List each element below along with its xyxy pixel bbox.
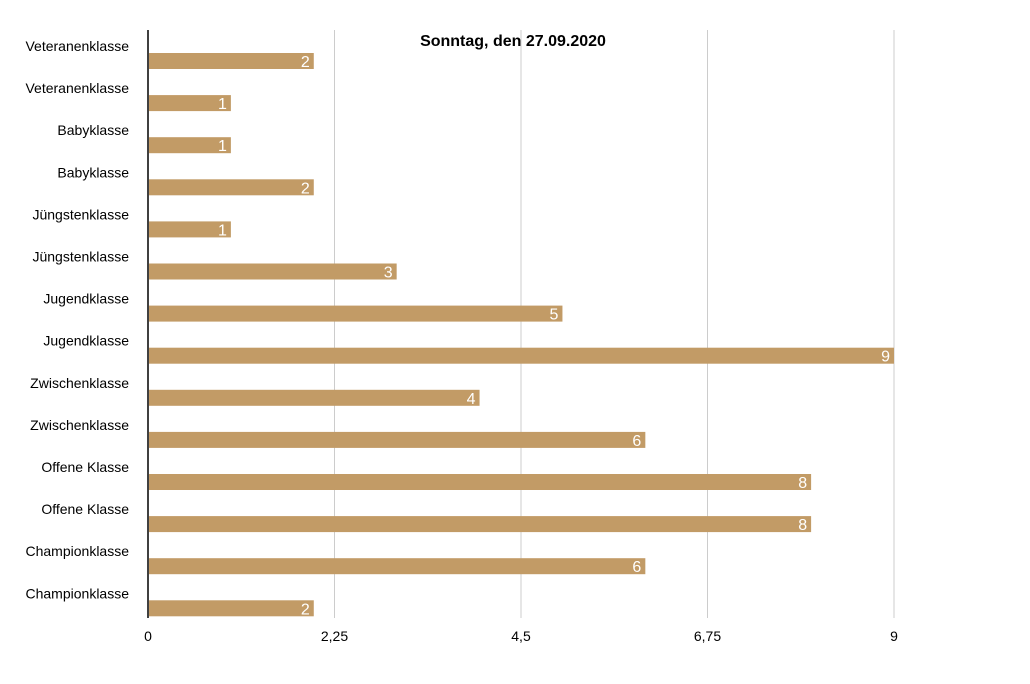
x-tick-label: 6,75: [694, 628, 721, 644]
bar: [149, 137, 231, 154]
data-label: 3: [384, 265, 393, 282]
bars-group: [149, 53, 894, 617]
bar: [149, 179, 314, 196]
category-label: Babyklasse: [57, 164, 129, 180]
data-label: 6: [632, 433, 641, 450]
bar: [149, 347, 894, 364]
bar: [149, 221, 231, 238]
data-label: 2: [301, 180, 310, 197]
category-label: Veteranenklasse: [25, 38, 129, 54]
category-label: Babyklasse: [57, 122, 129, 138]
category-label: Veteranenklasse: [25, 80, 129, 96]
bar: [149, 516, 812, 533]
bar: [149, 53, 314, 69]
data-labels: 2 1 1 2 1 3 5 9 4 6 8 8 6 2: [218, 54, 890, 618]
category-label: Jüngstenklasse: [32, 249, 129, 265]
data-label: 2: [301, 54, 310, 71]
category-label: Jüngstenklasse: [32, 206, 129, 222]
data-label: 9: [881, 349, 890, 366]
x-tick-label: 2,25: [321, 628, 348, 644]
category-label: Offene Klasse: [41, 501, 129, 517]
bar: [149, 263, 397, 280]
data-label: 1: [218, 96, 227, 113]
data-label: 2: [301, 601, 310, 618]
bar: [149, 431, 646, 448]
category-label: Zwischenklasse: [30, 375, 129, 391]
bar: [149, 474, 812, 490]
x-tick-label: 4,5: [511, 628, 531, 644]
data-label: 5: [550, 307, 559, 324]
category-label: Championklasse: [26, 543, 130, 559]
data-label: 4: [467, 391, 476, 408]
data-label: 8: [798, 517, 807, 534]
bar: [149, 389, 480, 406]
x-tick-label: 9: [890, 628, 898, 644]
data-label: 1: [218, 222, 227, 239]
category-label: Offene Klasse: [41, 459, 129, 475]
bar: [149, 95, 231, 112]
category-labels: Veteranenklasse Veteranenklasse Babyklasse…: [25, 38, 129, 601]
x-tick-label: 0: [144, 628, 152, 644]
bar: [149, 558, 646, 575]
category-label: Zwischenklasse: [30, 417, 129, 433]
category-label: Jugendklasse: [43, 333, 129, 349]
chart-title: Sonntag, den 27.09.2020: [420, 33, 606, 50]
category-label: Championklasse: [26, 585, 130, 601]
data-label: 6: [632, 559, 641, 576]
data-label: 1: [218, 138, 227, 155]
x-tick-labels: 0 2,25 4,5 6,75 9: [144, 628, 898, 644]
bar: [149, 600, 314, 617]
data-label: 8: [798, 475, 807, 492]
bar: [149, 305, 563, 322]
category-label: Jugendklasse: [43, 291, 129, 307]
